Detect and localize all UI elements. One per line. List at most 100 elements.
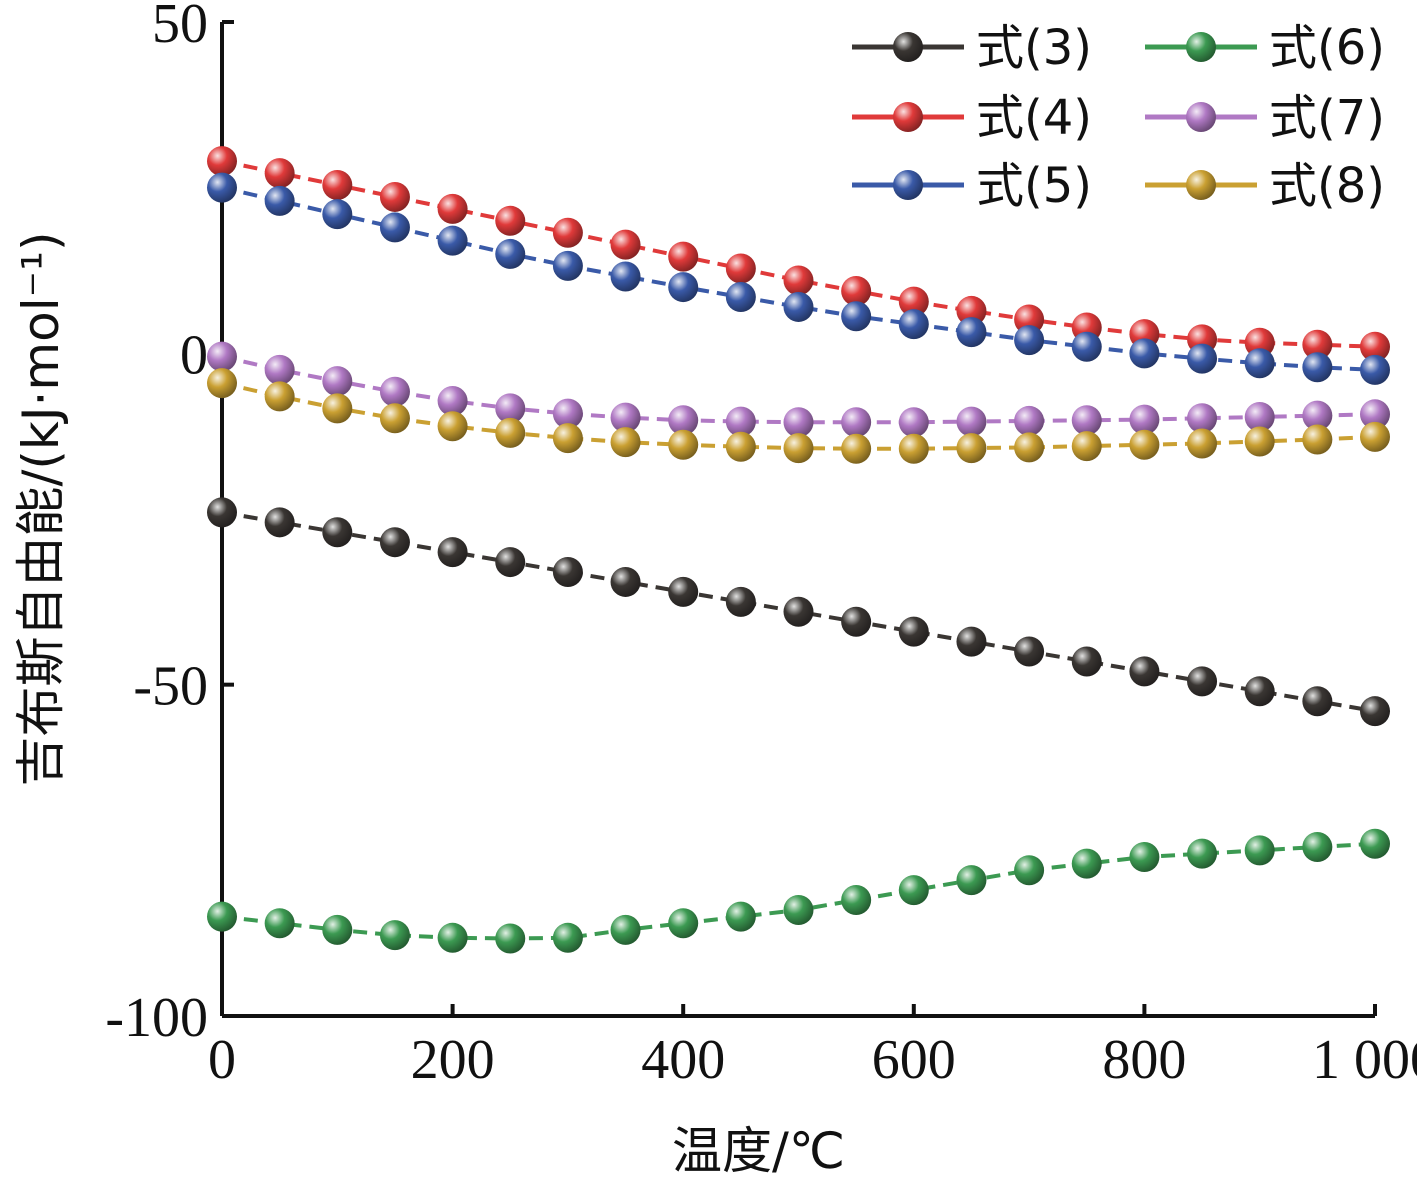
data-point bbox=[783, 265, 814, 296]
data-point bbox=[1014, 636, 1045, 667]
data-point bbox=[1244, 348, 1275, 379]
data-point bbox=[841, 433, 872, 464]
data-point bbox=[1360, 354, 1390, 385]
legend-marker bbox=[893, 102, 923, 132]
data-point bbox=[668, 241, 699, 272]
y-tick-label: 0 bbox=[180, 324, 208, 386]
data-point bbox=[207, 368, 237, 399]
legend-item: 式(7) bbox=[1145, 90, 1385, 146]
data-point bbox=[956, 433, 987, 464]
data-point bbox=[956, 626, 987, 657]
data-point bbox=[783, 433, 814, 464]
data-point bbox=[956, 317, 987, 348]
legend-label: 式(8) bbox=[1269, 158, 1385, 214]
data-point bbox=[264, 908, 295, 939]
data-point bbox=[1187, 428, 1218, 459]
data-point bbox=[841, 606, 872, 637]
data-point bbox=[783, 596, 814, 627]
data-point bbox=[898, 616, 929, 647]
x-tick-label: 1 000 bbox=[1312, 1029, 1417, 1091]
data-point bbox=[668, 405, 699, 436]
data-point bbox=[610, 261, 641, 292]
data-point bbox=[1014, 325, 1045, 356]
data-point bbox=[322, 517, 353, 548]
data-point bbox=[668, 429, 699, 460]
data-point bbox=[1302, 686, 1333, 717]
data-point bbox=[783, 407, 814, 438]
data-point bbox=[956, 865, 987, 896]
data-point bbox=[841, 885, 872, 916]
data-point bbox=[956, 406, 987, 437]
data-point bbox=[1129, 656, 1160, 687]
data-point bbox=[1302, 832, 1333, 863]
data-point bbox=[322, 170, 353, 201]
legend-item: 式(6) bbox=[1145, 20, 1385, 76]
ticks: 0 200 400 600 800 1 000 -100 -50 0 50 bbox=[105, 0, 1417, 1091]
data-point bbox=[668, 272, 699, 303]
data-point bbox=[898, 875, 929, 906]
legend-label: 式(6) bbox=[1269, 20, 1385, 76]
x-tick-label: 200 bbox=[411, 1029, 495, 1091]
data-point bbox=[1244, 835, 1275, 866]
data-point bbox=[207, 901, 237, 932]
data-point bbox=[322, 914, 353, 945]
data-point bbox=[379, 403, 410, 434]
legend-label: 式(5) bbox=[976, 158, 1092, 214]
data-point bbox=[1129, 841, 1160, 872]
data-point bbox=[552, 423, 583, 454]
data-point bbox=[552, 250, 583, 281]
data-point bbox=[437, 386, 468, 417]
data-point bbox=[1129, 338, 1160, 369]
data-point bbox=[264, 354, 295, 385]
data-point bbox=[207, 341, 237, 372]
data-point bbox=[783, 894, 814, 925]
data-point bbox=[437, 225, 468, 256]
data-point bbox=[841, 301, 872, 332]
data-point bbox=[898, 433, 929, 464]
data-point bbox=[1244, 676, 1275, 707]
data-point bbox=[1244, 426, 1275, 457]
data-point bbox=[264, 507, 295, 538]
data-point bbox=[552, 398, 583, 429]
data-point bbox=[552, 922, 583, 953]
legend-item: 式(8) bbox=[1145, 158, 1385, 214]
data-point bbox=[495, 205, 526, 236]
data-point bbox=[322, 393, 353, 424]
data-point bbox=[495, 547, 526, 578]
y-tick-label: -50 bbox=[133, 656, 208, 718]
legend-marker bbox=[1186, 170, 1216, 200]
legend-marker bbox=[1186, 102, 1216, 132]
data-point bbox=[437, 193, 468, 224]
data-point bbox=[668, 908, 699, 939]
data-point bbox=[207, 497, 237, 528]
data-point bbox=[610, 402, 641, 433]
y-tick-label: -100 bbox=[105, 987, 208, 1049]
data-point bbox=[322, 199, 353, 230]
series-line bbox=[221, 185, 1376, 372]
data-point bbox=[898, 286, 929, 317]
series-3 bbox=[207, 172, 1390, 385]
series-1 bbox=[207, 497, 1390, 727]
data-point bbox=[1360, 696, 1390, 727]
data-point bbox=[1071, 431, 1102, 462]
x-tick-label: 600 bbox=[872, 1029, 956, 1091]
data-point bbox=[1244, 327, 1275, 358]
data-point bbox=[725, 586, 756, 617]
data-point bbox=[898, 407, 929, 438]
legend-item: 式(4) bbox=[852, 90, 1092, 146]
data-point bbox=[552, 217, 583, 248]
data-point bbox=[437, 411, 468, 442]
data-point bbox=[1014, 304, 1045, 335]
legend-label: 式(4) bbox=[976, 90, 1092, 146]
data-point bbox=[1187, 838, 1218, 869]
data-point bbox=[725, 253, 756, 284]
data-point bbox=[610, 229, 641, 260]
data-point bbox=[495, 923, 526, 954]
legend-marker bbox=[893, 32, 923, 62]
data-point bbox=[1014, 855, 1045, 886]
data-point bbox=[1187, 343, 1218, 374]
x-tick-label: 800 bbox=[1102, 1029, 1186, 1091]
data-point bbox=[322, 366, 353, 397]
x-tick-label: 0 bbox=[208, 1029, 236, 1091]
data-point bbox=[1071, 405, 1102, 436]
